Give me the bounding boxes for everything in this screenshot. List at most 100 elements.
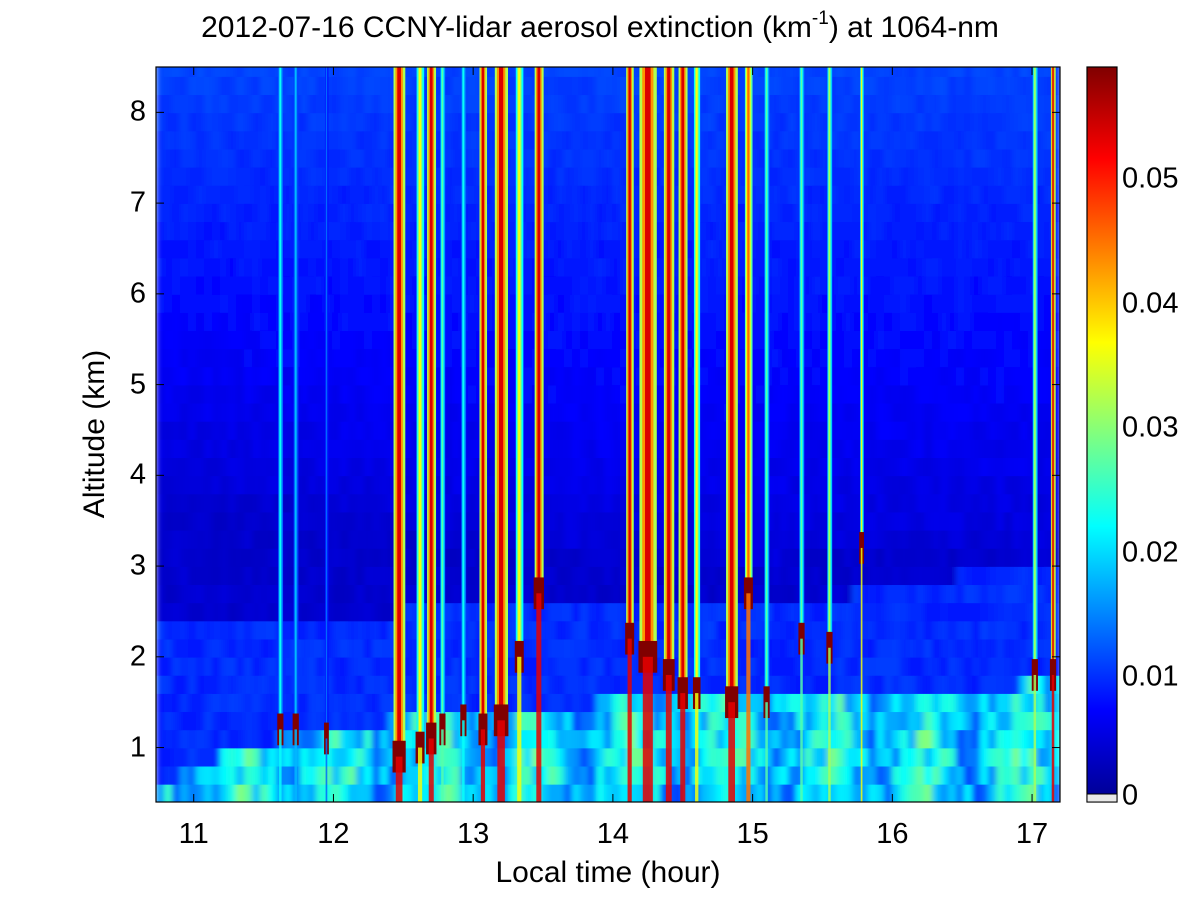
cloud-lower-column: [627, 638, 632, 802]
heatmap-cell: [908, 693, 917, 713]
heatmap-cell: [604, 475, 613, 495]
heatmap-cell: [540, 148, 549, 168]
heatmap-cell: [588, 729, 597, 749]
heatmap-cell: [700, 67, 709, 77]
heatmap-cell: [412, 656, 421, 676]
heatmap-cell: [916, 366, 925, 386]
y-tick-label: 6: [129, 277, 146, 310]
heatmap-cell: [996, 148, 1005, 168]
heatmap-cell: [188, 638, 197, 658]
heatmap-cell: [1020, 638, 1029, 658]
heatmap-cell: [356, 457, 365, 477]
heatmap-cell: [204, 166, 213, 186]
heatmap-cell: [964, 184, 973, 204]
heatmap-cell: [1052, 547, 1060, 567]
heatmap-cell: [412, 112, 421, 132]
heatmap-cell: [196, 420, 205, 440]
heatmap-cell: [988, 166, 997, 186]
heatmap-cell: [940, 439, 949, 458]
heatmap-cell: [564, 402, 573, 422]
heatmap-cell: [1028, 293, 1037, 313]
heatmap-cell: [892, 76, 901, 96]
heatmap-cell: [852, 638, 861, 658]
heatmap-cell: [564, 148, 573, 168]
heatmap-cell: [908, 620, 917, 640]
heatmap-cell: [172, 711, 181, 731]
heatmap-cell: [716, 693, 725, 713]
heatmap-cell: [932, 67, 941, 77]
heatmap-cell: [340, 384, 349, 404]
heatmap-cell: [868, 366, 877, 386]
heatmap-cell: [948, 348, 957, 368]
heatmap-cell: [252, 384, 261, 404]
heatmap-cell: [372, 94, 381, 114]
heatmap-cell: [924, 130, 933, 150]
heatmap-cell: [556, 94, 565, 114]
heatmap-cell: [1012, 439, 1021, 458]
heatmap-cell: [620, 166, 629, 186]
heatmap-cell: [348, 112, 357, 132]
heatmap-cell: [804, 67, 813, 77]
heatmap-cell: [1036, 547, 1045, 567]
heatmap-cell: [1044, 656, 1053, 676]
cloud-column-band: [443, 67, 445, 730]
heatmap-cell: [204, 511, 213, 531]
heatmap-cell: [788, 783, 797, 802]
heatmap-cell: [212, 402, 221, 422]
heatmap-cell: [964, 239, 973, 259]
heatmap-cell: [524, 348, 533, 368]
heatmap-cell: [404, 656, 413, 676]
heatmap-cell: [316, 693, 325, 713]
heatmap-cell: [812, 475, 821, 495]
heatmap-cell: [404, 493, 413, 513]
heatmap-cell: [908, 656, 917, 676]
heatmap-cell: [220, 94, 229, 114]
heatmap-cell: [172, 475, 181, 495]
heatmap-cell: [588, 275, 597, 295]
heatmap-cell: [900, 656, 909, 676]
heatmap-cell: [220, 221, 229, 241]
heatmap-cell: [820, 203, 829, 223]
heatmap-cell: [700, 348, 709, 368]
heatmap-cell: [340, 239, 349, 259]
heatmap-cell: [844, 420, 853, 440]
heatmap-cell: [748, 729, 757, 749]
heatmap-cell: [804, 529, 813, 549]
heatmap-cell: [948, 475, 957, 495]
cloud-lower-column: [828, 647, 831, 802]
heatmap-cell: [228, 76, 237, 96]
heatmap-cell: [860, 148, 869, 168]
heatmap-cell: [236, 420, 245, 440]
heatmap-cell: [364, 384, 373, 404]
heatmap-cell: [172, 112, 181, 132]
heatmap-cell: [836, 693, 845, 713]
heatmap-cell: [892, 493, 901, 513]
heatmap-cell: [596, 439, 605, 458]
heatmap-cell: [228, 602, 237, 622]
heatmap-cell: [804, 312, 813, 331]
cloud-column-band: [799, 67, 801, 639]
heatmap-cell: [596, 783, 605, 802]
heatmap-cell: [708, 420, 717, 440]
heatmap-cell: [244, 67, 253, 77]
heatmap-cell: [172, 511, 181, 531]
heatmap-cell: [708, 94, 717, 114]
heatmap-cell: [188, 711, 197, 731]
heatmap-cell: [860, 130, 869, 150]
heatmap-cell: [204, 566, 213, 586]
heatmap-cell: [388, 547, 397, 567]
heatmap-cell: [244, 166, 253, 186]
heatmap-cell: [372, 475, 381, 495]
heatmap-cell: [356, 584, 365, 604]
heatmap-cell: [604, 184, 613, 204]
heatmap-cell: [220, 420, 229, 440]
heatmap-cell: [916, 420, 925, 440]
heatmap-cell: [452, 293, 461, 313]
heatmap-cell: [420, 312, 429, 331]
heatmap-cell: [380, 348, 389, 368]
heatmap-cell: [716, 130, 725, 150]
heatmap-cell: [268, 475, 277, 495]
heatmap-cell: [1012, 203, 1021, 223]
heatmap-cell: [548, 67, 557, 77]
heatmap-cell: [620, 511, 629, 531]
